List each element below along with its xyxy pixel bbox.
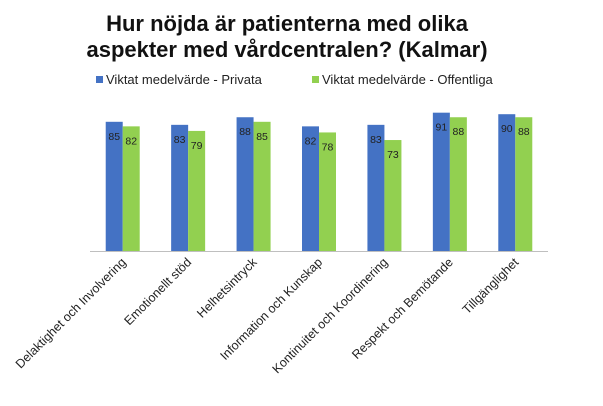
bar-series2-5 bbox=[384, 140, 402, 251]
data-label-series1-5: 83 bbox=[370, 134, 382, 146]
data-label-series2-5: 73 bbox=[387, 149, 399, 161]
legend-label-2: Viktat medelvärde - Offentliga bbox=[322, 72, 494, 87]
data-labels: 85 82 83 79 88 85 82 78 83 73 91 88 90 88 bbox=[108, 122, 529, 161]
legend-swatch-2 bbox=[312, 76, 319, 83]
bar-series2-7 bbox=[515, 117, 533, 252]
data-label-series1-4: 82 bbox=[305, 135, 317, 147]
bar-series1-4 bbox=[302, 126, 319, 251]
data-label-series2-1: 82 bbox=[125, 135, 137, 147]
data-label-series2-4: 78 bbox=[322, 141, 334, 153]
data-label-series2-2: 79 bbox=[191, 140, 203, 152]
bar-series2-4 bbox=[319, 132, 336, 251]
chart-title-line-1: Hur nöjda är patienterna med olika bbox=[106, 11, 469, 36]
x-tick-label-7: Tillgänglighet bbox=[460, 255, 522, 317]
data-label-series1-3: 88 bbox=[239, 126, 251, 138]
legend: Viktat medelvärde - Privata Viktat medelv… bbox=[96, 72, 494, 87]
chart-title-line-2: aspekter med vårdcentralen? (Kalmar) bbox=[86, 37, 487, 62]
x-tick-label-5: Kontinuitet och Koordinering bbox=[270, 255, 391, 376]
data-label-series2-7: 88 bbox=[518, 126, 530, 138]
x-tick-label-1: Delaktighet och Involvering bbox=[13, 255, 129, 371]
data-label-series1-1: 85 bbox=[108, 131, 120, 143]
data-label-series1-2: 83 bbox=[174, 134, 186, 146]
x-tick-label-3: Helhetsintryck bbox=[194, 255, 260, 321]
bar-series2-2 bbox=[188, 130, 206, 251]
bar-series1-6 bbox=[432, 112, 450, 252]
bar-series2-6 bbox=[449, 117, 467, 252]
x-tick-label-2: Emotionellt stöd bbox=[121, 255, 194, 328]
bar-series2-1 bbox=[122, 126, 140, 251]
bar-series1-2 bbox=[171, 124, 189, 251]
legend-swatch-1 bbox=[96, 76, 103, 83]
chart-title: Hur nöjda är patienterna med olikaaspekt… bbox=[86, 11, 487, 62]
bar-series1-3 bbox=[236, 117, 254, 252]
bar-series1-7 bbox=[498, 114, 516, 251]
data-label-series1-6: 91 bbox=[436, 122, 448, 134]
bars bbox=[105, 112, 533, 252]
legend-label-1: Viktat medelvärde - Privata bbox=[106, 72, 263, 87]
data-label-series2-3: 85 bbox=[256, 131, 268, 143]
data-label-series2-6: 88 bbox=[453, 126, 465, 138]
bar-series1-5 bbox=[367, 124, 385, 251]
bar-series2-3 bbox=[253, 121, 271, 251]
data-label-series1-7: 90 bbox=[501, 123, 513, 135]
bar-series1-1 bbox=[105, 121, 123, 251]
